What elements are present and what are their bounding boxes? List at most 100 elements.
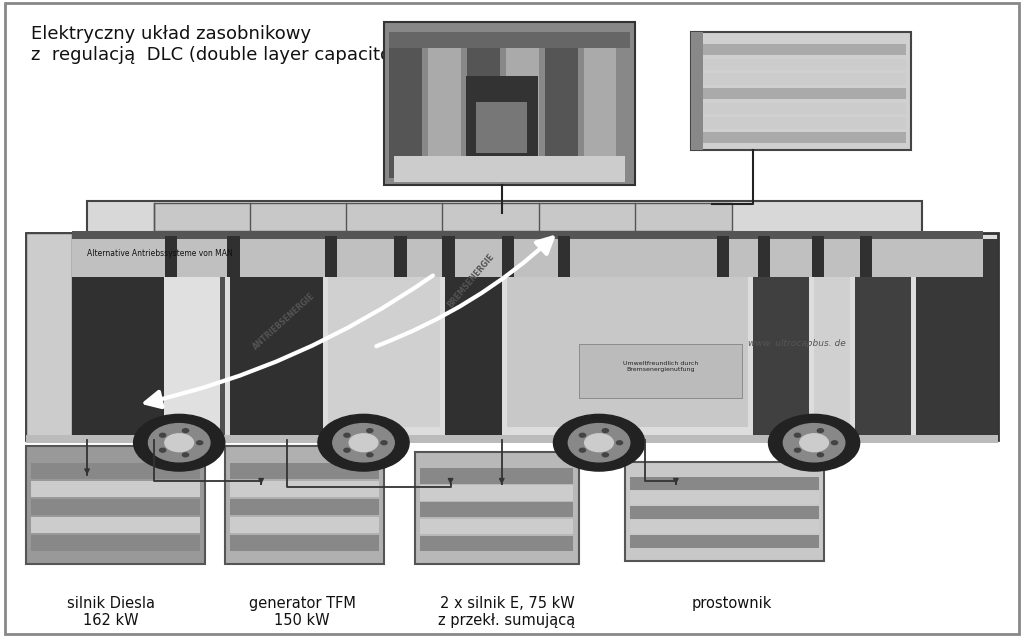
Circle shape — [349, 434, 378, 452]
FancyBboxPatch shape — [476, 102, 527, 153]
FancyBboxPatch shape — [154, 203, 732, 231]
FancyBboxPatch shape — [630, 520, 819, 533]
FancyBboxPatch shape — [545, 32, 578, 178]
Circle shape — [182, 429, 188, 433]
FancyBboxPatch shape — [420, 485, 573, 501]
Circle shape — [602, 453, 608, 457]
FancyBboxPatch shape — [394, 156, 625, 182]
FancyBboxPatch shape — [696, 88, 906, 99]
FancyBboxPatch shape — [442, 236, 455, 277]
FancyBboxPatch shape — [812, 236, 824, 277]
FancyBboxPatch shape — [507, 245, 748, 427]
Circle shape — [165, 434, 194, 452]
FancyBboxPatch shape — [696, 132, 906, 143]
FancyBboxPatch shape — [630, 534, 819, 548]
Text: 2 x silnik E, 75 kW
z przekł. sumującą: 2 x silnik E, 75 kW z przekł. sumującą — [438, 596, 575, 628]
FancyBboxPatch shape — [630, 491, 819, 505]
FancyBboxPatch shape — [328, 245, 440, 427]
FancyBboxPatch shape — [31, 534, 200, 551]
FancyBboxPatch shape — [696, 59, 906, 70]
Circle shape — [817, 429, 823, 433]
FancyBboxPatch shape — [72, 239, 164, 436]
FancyBboxPatch shape — [230, 239, 323, 436]
FancyBboxPatch shape — [31, 462, 200, 479]
Circle shape — [585, 434, 613, 452]
FancyBboxPatch shape — [506, 32, 539, 178]
Circle shape — [602, 429, 608, 433]
Text: prostownik: prostownik — [692, 596, 772, 611]
FancyBboxPatch shape — [625, 462, 824, 561]
Circle shape — [580, 448, 586, 452]
FancyBboxPatch shape — [584, 32, 616, 178]
FancyBboxPatch shape — [420, 536, 573, 551]
Text: Umweltfreundlich durch
Bremsenergienutfung: Umweltfreundlich durch Bremsenergienutfu… — [623, 361, 698, 371]
Circle shape — [160, 448, 166, 452]
FancyBboxPatch shape — [26, 233, 998, 440]
Circle shape — [553, 415, 645, 471]
FancyBboxPatch shape — [420, 519, 573, 534]
FancyBboxPatch shape — [466, 76, 538, 159]
Circle shape — [800, 434, 828, 452]
Circle shape — [344, 433, 350, 437]
FancyBboxPatch shape — [420, 468, 573, 484]
FancyBboxPatch shape — [394, 236, 407, 277]
FancyBboxPatch shape — [630, 476, 819, 490]
Text: generator TFM
150 kW: generator TFM 150 kW — [249, 596, 355, 628]
Circle shape — [333, 424, 394, 462]
Circle shape — [182, 453, 188, 457]
FancyBboxPatch shape — [558, 236, 570, 277]
FancyBboxPatch shape — [31, 481, 200, 497]
Circle shape — [795, 448, 801, 452]
FancyBboxPatch shape — [696, 73, 906, 85]
Circle shape — [831, 441, 838, 445]
FancyBboxPatch shape — [31, 499, 200, 515]
FancyBboxPatch shape — [691, 32, 911, 150]
Circle shape — [795, 433, 801, 437]
FancyBboxPatch shape — [758, 236, 770, 277]
FancyBboxPatch shape — [389, 32, 630, 48]
FancyBboxPatch shape — [227, 236, 240, 277]
FancyBboxPatch shape — [696, 44, 906, 55]
FancyBboxPatch shape — [72, 236, 983, 277]
Text: BREMSENERGIE: BREMSENERGIE — [445, 252, 496, 309]
Circle shape — [768, 415, 860, 471]
Circle shape — [616, 441, 623, 445]
Text: www. ultrocapbus. de: www. ultrocapbus. de — [748, 340, 845, 348]
FancyBboxPatch shape — [814, 245, 850, 427]
Circle shape — [367, 429, 373, 433]
Circle shape — [381, 441, 387, 445]
FancyBboxPatch shape — [916, 239, 998, 436]
FancyBboxPatch shape — [225, 446, 384, 564]
FancyBboxPatch shape — [389, 32, 422, 178]
FancyBboxPatch shape — [696, 103, 906, 114]
FancyBboxPatch shape — [855, 239, 911, 436]
FancyBboxPatch shape — [72, 231, 983, 239]
FancyBboxPatch shape — [428, 32, 461, 178]
FancyBboxPatch shape — [230, 499, 379, 515]
Circle shape — [148, 424, 210, 462]
FancyBboxPatch shape — [165, 236, 177, 277]
Text: silnik Diesla
162 kW: silnik Diesla 162 kW — [67, 596, 155, 628]
FancyBboxPatch shape — [230, 481, 379, 497]
FancyBboxPatch shape — [502, 236, 514, 277]
FancyBboxPatch shape — [579, 344, 742, 398]
FancyBboxPatch shape — [325, 236, 337, 277]
Text: Alternative Antriebssysteme von MAN: Alternative Antriebssysteme von MAN — [87, 249, 232, 258]
FancyBboxPatch shape — [26, 233, 72, 440]
Circle shape — [317, 415, 409, 471]
Circle shape — [197, 441, 203, 445]
Circle shape — [568, 424, 630, 462]
FancyBboxPatch shape — [220, 239, 225, 436]
FancyBboxPatch shape — [26, 435, 998, 443]
FancyBboxPatch shape — [717, 236, 729, 277]
FancyBboxPatch shape — [87, 201, 922, 233]
FancyBboxPatch shape — [230, 462, 379, 479]
Text: ANTRIEBSENERGIE: ANTRIEBSENERGIE — [251, 292, 316, 352]
Circle shape — [580, 433, 586, 437]
FancyBboxPatch shape — [691, 32, 703, 150]
FancyBboxPatch shape — [384, 22, 635, 185]
FancyBboxPatch shape — [630, 506, 819, 519]
Circle shape — [367, 453, 373, 457]
Circle shape — [160, 433, 166, 437]
FancyBboxPatch shape — [31, 517, 200, 533]
